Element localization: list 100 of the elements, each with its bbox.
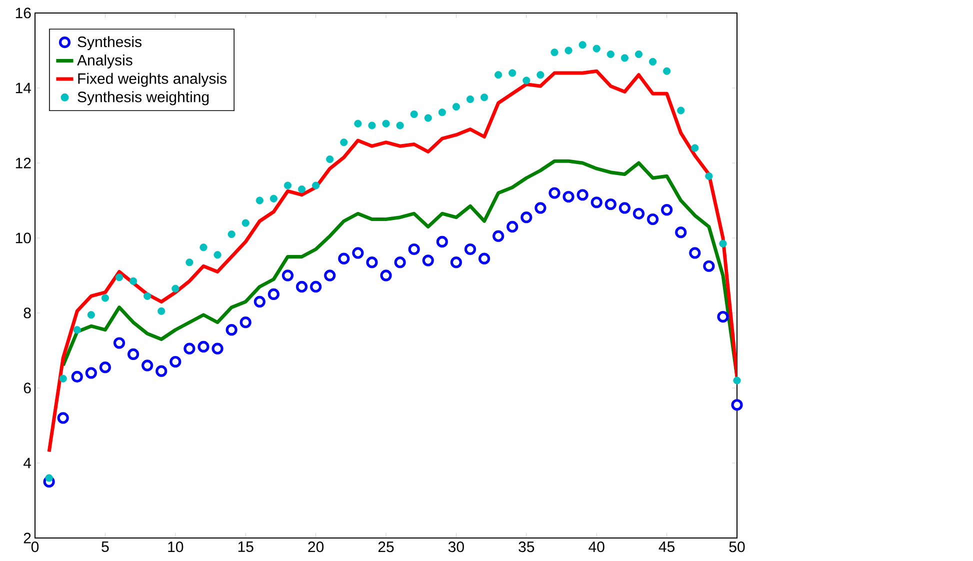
point [310, 280, 322, 293]
y-tick-label: 8 [24, 308, 31, 318]
point [228, 230, 236, 238]
point [492, 230, 504, 242]
point [73, 326, 81, 334]
point [129, 277, 138, 285]
point [576, 189, 588, 201]
point [254, 296, 266, 308]
point [620, 54, 628, 62]
point [452, 102, 460, 111]
point [256, 196, 264, 204]
point [508, 69, 516, 77]
point [127, 348, 140, 360]
point [338, 252, 350, 264]
point [57, 412, 69, 424]
point [424, 114, 432, 122]
x-tick-label: 20 [308, 542, 324, 552]
point [382, 120, 390, 128]
point [648, 58, 657, 66]
point [480, 94, 488, 102]
point [282, 270, 294, 282]
x-tick-label: 0 [31, 542, 39, 552]
point [592, 44, 600, 52]
point [691, 144, 699, 152]
y-tick-label: 4 [23, 458, 32, 468]
point [312, 182, 320, 190]
point [675, 226, 687, 238]
point [268, 288, 280, 300]
point [85, 367, 97, 379]
y-tick-label: 2 [24, 532, 31, 544]
point [170, 356, 182, 368]
point [450, 256, 462, 268]
point [226, 324, 238, 336]
point [284, 182, 292, 190]
point [562, 190, 574, 203]
point [380, 270, 392, 282]
x-tick-label: 30 [448, 542, 464, 552]
point [578, 41, 586, 49]
point [422, 254, 434, 266]
point [408, 243, 420, 256]
y-tick-label: 12 [16, 158, 31, 168]
point [464, 243, 476, 256]
point [214, 251, 222, 259]
legend-label: Fixed weights analysis [78, 72, 226, 87]
point [436, 236, 448, 248]
x-tick-label: 40 [588, 542, 604, 552]
x-tick-label: 50 [729, 542, 745, 552]
point [661, 204, 673, 216]
x-tick-label: 45 [658, 542, 675, 552]
point [731, 399, 743, 411]
point [115, 274, 124, 282]
point [634, 50, 643, 58]
x-tick-label: 5 [102, 542, 109, 552]
point [522, 76, 530, 84]
point [646, 213, 659, 226]
point [352, 247, 364, 259]
point [212, 342, 224, 354]
point [717, 310, 729, 323]
point [719, 240, 727, 248]
point [172, 284, 180, 292]
point [396, 122, 404, 130]
point [368, 122, 376, 130]
point [242, 219, 250, 227]
point [606, 50, 614, 58]
point [298, 185, 306, 194]
x-tick-label: 15 [238, 542, 254, 552]
point [156, 365, 168, 377]
point [550, 48, 558, 56]
point [536, 71, 544, 79]
point [186, 258, 194, 266]
point [548, 187, 560, 199]
point [144, 292, 152, 300]
y-tick-label: 6 [24, 382, 31, 394]
point [101, 294, 110, 302]
point [240, 316, 252, 328]
point [534, 202, 546, 214]
point [296, 280, 308, 293]
point [703, 260, 715, 272]
point [354, 120, 362, 128]
point [270, 194, 278, 202]
point [394, 256, 406, 268]
y-tick-label: 14 [16, 82, 32, 94]
point [590, 196, 602, 208]
point [340, 138, 348, 146]
point [59, 374, 67, 382]
point [604, 198, 616, 210]
legend-label: Synthesis weighting [78, 91, 209, 106]
point [410, 110, 418, 118]
point [733, 376, 741, 384]
point [158, 307, 166, 315]
x-tick-label: 25 [378, 542, 394, 552]
point [87, 311, 95, 319]
y-tick-label: 10 [16, 232, 31, 244]
x-tick-label: 35 [518, 542, 534, 552]
point [705, 172, 713, 180]
point [478, 252, 490, 264]
legend-label: Synthesis [78, 36, 142, 50]
x-tick-label: 10 [168, 542, 184, 552]
point [564, 46, 572, 54]
point [520, 212, 532, 224]
